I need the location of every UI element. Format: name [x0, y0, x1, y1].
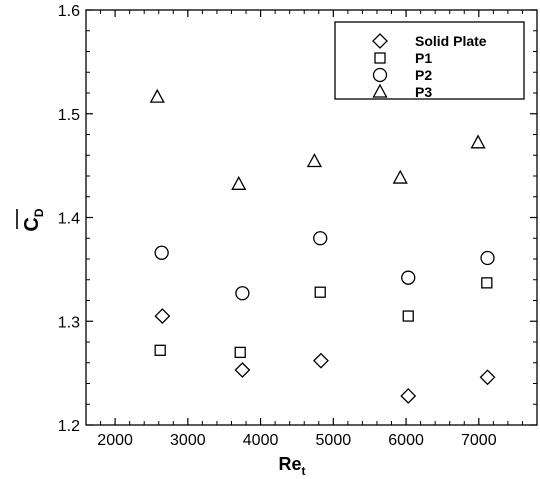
- x-tick-label: 5000: [316, 432, 352, 449]
- data-point-p1: [154, 344, 166, 356]
- legend-marker-solid-plate: [372, 33, 388, 49]
- legend-box: [334, 21, 525, 100]
- data-point-p2: [154, 245, 169, 260]
- data-point-p3: [470, 134, 486, 149]
- legend-label-p2: P2: [415, 67, 432, 83]
- data-point-solid-plate: [479, 369, 496, 386]
- legend-label-p3: P3: [415, 84, 432, 100]
- legend: Solid Plate P1 P2 P3: [334, 21, 525, 100]
- y-tick-label: 1.3: [58, 314, 80, 331]
- x-tick-label: 3000: [170, 432, 206, 449]
- data-point-p2: [235, 286, 250, 301]
- data-point-solid-plate: [234, 362, 251, 378]
- y-tick-label: 1.6: [58, 3, 80, 20]
- data-point-solid-plate: [400, 388, 417, 404]
- y-axis-title: CD: [21, 208, 46, 231]
- data-point-solid-plate: [154, 308, 171, 324]
- x-tick-label: 6000: [388, 432, 424, 449]
- data-point-p3: [306, 153, 323, 168]
- data-point-p3: [231, 175, 247, 190]
- data-point-p3: [149, 88, 165, 103]
- data-point-p3: [392, 169, 408, 184]
- x-tick-label: 4000: [243, 432, 279, 449]
- data-point-p2: [313, 231, 328, 246]
- legend-marker-p1: [374, 52, 386, 64]
- data-point-p1: [234, 346, 246, 359]
- axis-tick-labels: 2000 3000 4000 5000 6000 7000 1.2 1.3 1.4 1.5 1.6: [58, 3, 497, 449]
- x-tick-label: 7000: [461, 432, 497, 449]
- data-point-p1: [314, 286, 326, 298]
- legend-marker-p3: [372, 83, 388, 98]
- data-point-p1: [402, 310, 414, 322]
- x-tick-label: 2000: [97, 432, 133, 449]
- legend-marker-p2: [372, 67, 388, 83]
- y-tick-label: 1.4: [58, 211, 80, 228]
- data-points: [149, 88, 496, 404]
- legend-label-p1: P1: [415, 50, 432, 66]
- data-point-p2: [480, 250, 495, 266]
- y-tick-label: 1.5: [58, 107, 80, 124]
- x-axis-title: Ret: [278, 454, 305, 478]
- legend-markers: [372, 33, 388, 98]
- legend-label-solid-plate: Solid Plate: [415, 33, 487, 49]
- data-point-p2: [401, 270, 416, 285]
- y-axis-title-group: CD: [16, 208, 46, 232]
- axis-ticks: [86, 9, 537, 426]
- y-tick-label: 1.2: [58, 418, 80, 435]
- data-point-p1: [481, 277, 493, 289]
- data-point-solid-plate: [313, 352, 329, 369]
